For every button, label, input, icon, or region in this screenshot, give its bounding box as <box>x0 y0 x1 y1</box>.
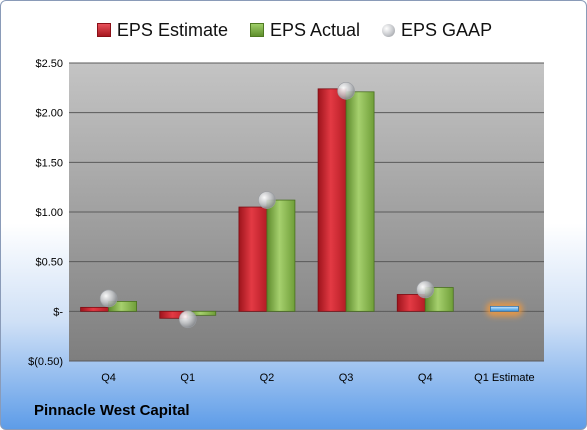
gaap-markers <box>99 82 435 329</box>
gaap-marker <box>99 289 118 308</box>
legend-item-estimate: EPS Estimate <box>96 19 228 41</box>
y-tick-label: $(0.50) <box>28 356 63 368</box>
x-tick-label: Q4 <box>418 372 433 384</box>
x-axis-ticks: Q4 Q1 Q2 Q3 Q4 Q1 Estimate <box>101 372 534 384</box>
company-name: Pinnacle West Capital <box>34 402 190 419</box>
x-tick-label: Q1 <box>180 372 195 384</box>
y-axis-ticks: $2.50 $2.00 $1.50 $1.00 $0.50 $- $(0.50) <box>28 58 63 368</box>
bar-estimate <box>80 306 109 312</box>
x-tick-label: Q4 <box>101 372 116 384</box>
legend-swatch-gaap <box>382 23 396 37</box>
legend-swatch-actual <box>249 23 264 37</box>
y-tick-label: $- <box>53 306 63 318</box>
legend-label-estimate: EPS Estimate <box>116 19 228 40</box>
bar-actual <box>266 199 296 312</box>
bars <box>80 88 523 319</box>
x-tick-label: Q3 <box>339 372 354 384</box>
y-tick-label: $2.50 <box>35 58 63 70</box>
bar-actual <box>345 91 375 312</box>
x-tick-label: Q1 Estimate <box>474 372 535 384</box>
x-tick-label: Q2 <box>260 372 275 384</box>
bar-estimate <box>490 305 519 312</box>
y-tick-label: $0.50 <box>35 257 63 269</box>
y-tick-label: $1.50 <box>35 157 63 169</box>
legend-item-gaap: EPS GAAP <box>382 20 492 41</box>
gaap-marker <box>258 191 276 209</box>
y-tick-label: $2.00 <box>35 108 63 120</box>
gridlines <box>69 62 544 362</box>
gaap-marker <box>337 82 355 100</box>
legend-label-actual: EPS Actual <box>269 19 361 40</box>
bar-estimate <box>317 88 347 312</box>
gaap-marker <box>178 310 197 329</box>
legend-label-gaap: EPS GAAP <box>401 19 493 40</box>
chart-legend: EPS Estimate EPS Actual EPS GAAP <box>1 19 586 41</box>
bar-estimate <box>238 206 268 312</box>
gaap-marker <box>416 280 435 299</box>
legend-swatch-estimate <box>96 23 111 37</box>
y-tick-label: $1.00 <box>35 207 63 219</box>
legend-item-actual: EPS Actual <box>249 19 361 41</box>
